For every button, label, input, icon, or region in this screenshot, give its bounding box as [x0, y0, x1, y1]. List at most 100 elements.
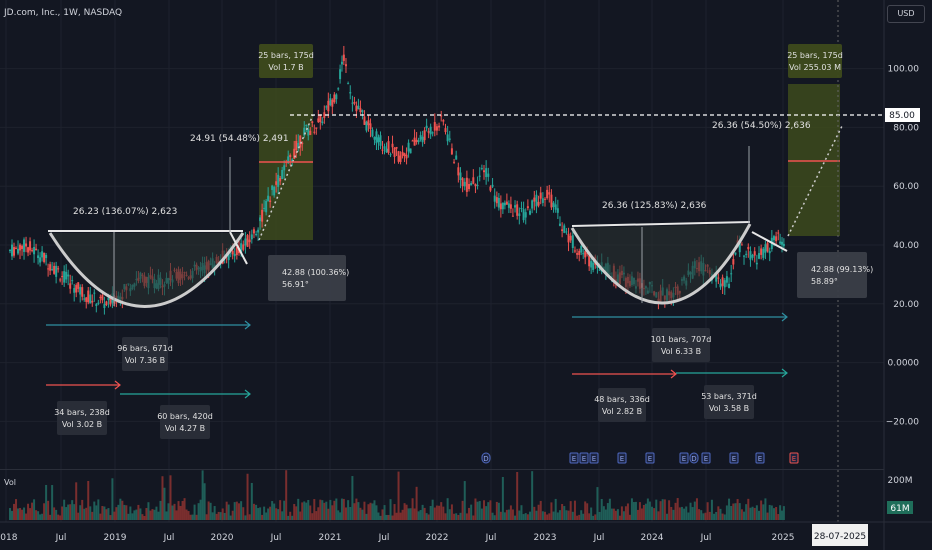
- volume-bar: [548, 513, 551, 520]
- volume-bar: [117, 504, 120, 520]
- measure-box-line1: 96 bars, 671d: [117, 344, 173, 353]
- volume-bar: [483, 500, 486, 520]
- candle-body: [269, 200, 272, 203]
- volume-bar: [478, 501, 481, 520]
- candle-body: [275, 181, 278, 185]
- event-marker[interactable]: [589, 452, 599, 464]
- candle-body: [503, 202, 506, 206]
- volume-bar: [590, 507, 593, 520]
- volume-bar: [520, 505, 523, 520]
- event-marker[interactable]: [789, 452, 799, 464]
- volume-bar: [313, 499, 316, 520]
- volume-bar: [225, 501, 228, 520]
- candle-body: [395, 146, 398, 149]
- volume-bar: [529, 511, 532, 520]
- event-marker[interactable]: [755, 452, 765, 464]
- candle-body: [297, 142, 300, 148]
- candle-body: [75, 285, 78, 293]
- event-marker[interactable]: [679, 452, 689, 464]
- event-marker[interactable]: [579, 452, 589, 464]
- volume-bar: [775, 507, 778, 520]
- volume-bar: [708, 511, 711, 520]
- volume-bar: [768, 504, 771, 520]
- candle-body: [738, 240, 741, 253]
- event-marker[interactable]: [617, 452, 627, 464]
- volume-bar: [45, 484, 48, 520]
- event-marker[interactable]: [645, 452, 655, 464]
- candle-body: [470, 183, 473, 186]
- event-marker[interactable]: [701, 452, 711, 464]
- volume-bar: [423, 507, 426, 520]
- volume-bar: [602, 506, 605, 520]
- volume-bar: [622, 511, 625, 520]
- event-marker[interactable]: [481, 452, 491, 464]
- volume-bar: [33, 499, 36, 520]
- candle-body: [476, 184, 479, 186]
- event-marker[interactable]: [729, 452, 739, 464]
- candle-body: [265, 200, 268, 213]
- event-marker[interactable]: [689, 452, 699, 464]
- volume-bar: [203, 483, 206, 520]
- volume-bar: [676, 498, 679, 520]
- candle-body: [255, 234, 258, 236]
- volume-bar: [149, 510, 152, 520]
- volume-bar: [448, 509, 451, 520]
- volume-bar: [205, 514, 208, 520]
- currency-selector[interactable]: USD: [887, 5, 925, 23]
- volume-bar: [219, 512, 222, 520]
- volume-bar: [588, 513, 591, 520]
- volume-bar: [403, 503, 406, 520]
- y-tick-label: 0.0000: [888, 359, 920, 369]
- volume-bar: [137, 504, 140, 520]
- candle-body: [37, 255, 40, 259]
- volume-bar: [648, 501, 651, 520]
- candle-body: [459, 172, 462, 181]
- volume-bar: [315, 511, 318, 520]
- volume-bar: [353, 503, 356, 520]
- candle-body: [438, 125, 441, 128]
- pane-divider: [0, 469, 884, 470]
- volume-bar: [373, 500, 376, 520]
- volume-bar: [700, 510, 703, 520]
- volume-bar: [433, 507, 436, 520]
- candle-body: [49, 264, 52, 271]
- volume-bar: [111, 478, 114, 520]
- candle-body: [31, 250, 34, 252]
- volume-bar: [594, 514, 597, 520]
- volume-bar: [103, 506, 106, 520]
- volume-bar: [27, 503, 30, 520]
- volume-bar: [576, 515, 579, 520]
- volume-bar: [554, 498, 557, 520]
- volume-bar: [459, 512, 462, 520]
- volume-bar: [189, 514, 192, 520]
- candle-body: [301, 142, 304, 145]
- volume-bar: [569, 501, 572, 520]
- event-marker[interactable]: [569, 452, 579, 464]
- volume-bar: [691, 507, 694, 520]
- volume-bar: [139, 508, 142, 520]
- pattern-annotation: 26.23 (136.07%) 2,623: [73, 207, 177, 217]
- candle-body: [309, 130, 312, 135]
- candle-body: [329, 98, 332, 106]
- volume-bar: [415, 486, 418, 520]
- volume-bar: [127, 513, 130, 520]
- candle-body: [588, 255, 591, 267]
- volume-bar: [438, 505, 441, 520]
- volume-bar: [73, 504, 76, 520]
- volume-bar: [165, 511, 168, 520]
- candle-body: [373, 136, 376, 140]
- candle-body: [63, 271, 66, 283]
- x-tick-label: Jul: [378, 533, 390, 543]
- volume-bar: [155, 506, 158, 520]
- volume-bar: [546, 514, 549, 520]
- pattern-annotation: 26.36 (54.50%) 2,636: [712, 121, 811, 131]
- volume-bar: [389, 499, 392, 520]
- candle-body: [405, 154, 408, 159]
- candle-body: [514, 205, 517, 208]
- volume-bar: [335, 498, 338, 520]
- volume-badge: [887, 501, 913, 514]
- candle-body: [109, 296, 112, 305]
- volume-bar: [632, 502, 635, 520]
- candle-body: [367, 120, 370, 126]
